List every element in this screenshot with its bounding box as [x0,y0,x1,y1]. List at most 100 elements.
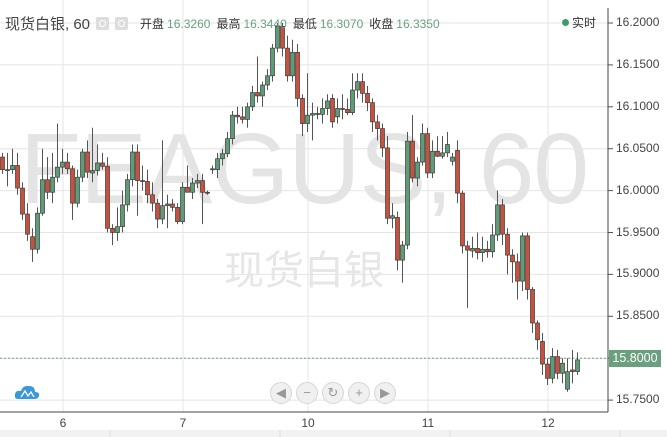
candle-up [470,248,475,252]
candle-up [405,140,410,246]
close-value: 16.3350 [396,16,440,31]
candle-up [310,113,315,116]
candle-down [465,245,470,251]
x-tick-label: 7 [179,416,187,430]
cloud-logo-icon [14,385,40,399]
candle-down [330,98,335,123]
candle-down [85,151,90,173]
candle-down [570,369,575,372]
x-tick-label: 10 [301,416,315,430]
y-tick-label: 16.0500 [616,140,660,155]
candle-down [280,26,285,49]
realtime-indicator[interactable]: 实时 [562,14,596,31]
candle-down [285,47,290,77]
low-value: 16.3070 [319,16,364,31]
candle-down [535,322,540,341]
candle-up [125,179,130,206]
candle-up [575,359,580,372]
candle-down [65,161,70,170]
candle-down [395,217,400,261]
candle-down [460,192,465,247]
y-tick-label: 16.1500 [616,56,660,71]
candle-down [45,179,50,193]
watermark-name: 现货白银 [224,249,384,293]
candle-up [220,153,225,160]
scroll-left-button[interactable]: ◀ [270,382,292,404]
candle-up [355,81,360,91]
candle-down [25,213,30,235]
settings-icon[interactable] [96,17,110,30]
candle-up [165,203,170,207]
candle-up [305,114,310,124]
candle-up [400,244,405,261]
candle-down [375,121,380,129]
candle-down [475,248,480,253]
candle-down [455,150,460,194]
current-price-label: 15.8000 [609,350,661,367]
candle-up [35,212,40,250]
candle-up [120,204,125,227]
high-label: 最高 [216,17,241,31]
candle-up [265,75,270,86]
candle-down [360,81,365,94]
candle-down [145,181,150,196]
candle-down [0,156,5,171]
scroll-right-button[interactable]: ▶ [374,382,396,404]
candle-up [440,152,445,157]
zoom-out-button[interactable]: − [296,382,318,404]
y-tick-label: 16.0000 [616,182,660,197]
high-value: 16.3440 [243,16,287,31]
hide-icon[interactable] [115,17,129,30]
candle-down [525,235,530,290]
candle-down [410,140,415,179]
open-value: 16.3260 [167,16,211,31]
candle-up [420,133,425,163]
zoom-in-button[interactable]: + [348,382,370,404]
open-label: 开盘 [140,17,165,31]
y-tick-label: 16.1000 [616,98,660,113]
candle-down [555,356,560,374]
candle-up [10,165,15,171]
candle-up [115,226,120,233]
candle-down [540,341,545,365]
candle-down [370,102,375,123]
candle-down [530,289,535,324]
candle-down [515,261,520,282]
candle-down [485,248,490,253]
candle-down [510,254,515,263]
candle-up [180,186,185,222]
candle-up [550,356,555,379]
y-tick-label: 16.2000 [616,15,660,29]
candle-down [150,194,155,204]
candle-up [190,182,195,193]
watermark-symbol: FEAGUS, 60 [20,113,589,225]
candle-up [325,100,330,109]
candle-down [365,93,370,103]
close-label: 收盘 [369,17,394,31]
candle-down [185,186,190,193]
candle-down [435,150,440,157]
candle-up [95,162,100,171]
candle-down [15,165,20,189]
candle-up [130,151,135,181]
candle-up [390,215,395,219]
candle-up [250,92,255,108]
candle-up [90,170,95,174]
candle-up [275,26,280,49]
candle-up [50,176,55,193]
candle-up [350,89,355,114]
candle-down [500,204,505,235]
candle-up [560,362,565,374]
candle-down [505,233,510,256]
chart-navigation: ◀ − ↻ + ▶ [270,382,396,404]
candle-up [60,161,65,168]
candle-down [425,133,430,174]
candle-up [480,248,485,253]
candle-down [255,92,260,97]
candle-up [290,51,295,77]
reset-button[interactable]: ↻ [322,382,344,404]
candle-down [345,108,350,114]
x-tick-label: 11 [421,416,435,430]
